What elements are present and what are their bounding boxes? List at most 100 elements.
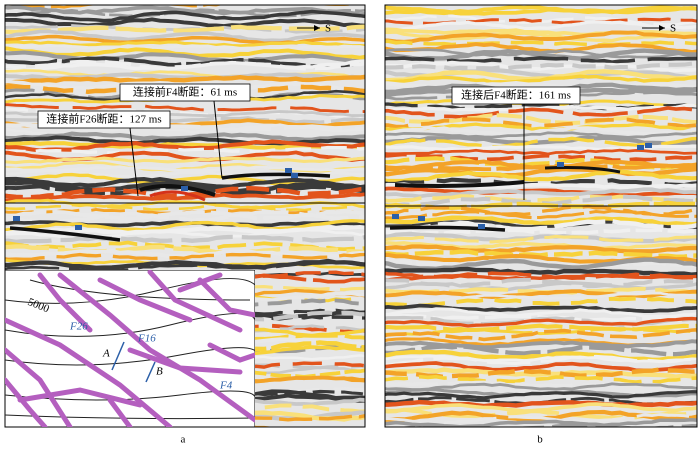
fault-label: F16 (137, 333, 156, 345)
direction-label: S (670, 23, 676, 35)
well-marker (13, 216, 20, 221)
well-marker (557, 162, 564, 167)
reflector (385, 273, 697, 282)
reflector (5, 50, 365, 64)
reflector (5, 44, 365, 51)
reflector (5, 161, 365, 173)
contour-line (5, 278, 255, 304)
fault-trace (127, 347, 243, 375)
callout-text: 连接后F4断距：161 ms (461, 88, 571, 102)
reflector (385, 106, 697, 119)
panel-label: a (181, 434, 186, 446)
reflector (385, 266, 697, 277)
reflector (5, 34, 365, 45)
reflector (385, 20, 697, 32)
reflector (385, 232, 697, 244)
reflector (385, 418, 697, 427)
reflector (385, 27, 697, 37)
reflector (385, 186, 697, 198)
reflector (5, 145, 365, 155)
reflector (385, 215, 697, 227)
reflector (5, 123, 365, 135)
well-marker (418, 216, 425, 221)
reflector (22, 5, 52, 7)
well-marker (291, 173, 298, 178)
reflector (385, 194, 697, 208)
point-label: A (102, 348, 110, 360)
reflector (385, 177, 697, 188)
fault-trace (37, 272, 93, 333)
panel-label: b (537, 434, 543, 446)
reflector (5, 234, 365, 245)
callout-leader (129, 127, 139, 197)
reflector (385, 135, 697, 147)
reflector (5, 219, 365, 232)
fault-trace (57, 272, 255, 423)
callout-text: 连接前F4断距：61 ms (133, 85, 237, 99)
reflector (385, 367, 697, 379)
reflector (385, 169, 697, 183)
reflector (385, 131, 697, 139)
profile-line (145, 361, 156, 383)
reflector (385, 380, 697, 389)
reflector (385, 307, 697, 319)
reflector (5, 258, 365, 270)
reflector (385, 74, 697, 85)
fault-label: F26 (69, 321, 88, 333)
reflector (5, 103, 365, 114)
reflector (385, 382, 697, 392)
panel-frame (384, 4, 698, 428)
reflector (385, 344, 697, 357)
reflector (385, 69, 697, 83)
profile-line (111, 341, 125, 371)
strong-reflector (149, 190, 206, 202)
inset-map (5, 270, 255, 427)
reflector (385, 296, 697, 308)
direction-arrow (659, 25, 665, 31)
reflector (5, 165, 365, 173)
reflector (385, 303, 697, 314)
reflector (385, 291, 697, 303)
reflector (5, 261, 365, 272)
reflector (5, 135, 365, 146)
reflector (385, 289, 697, 299)
reflector (5, 192, 365, 203)
well-marker (478, 224, 485, 229)
reflector (5, 198, 365, 210)
reflector (385, 374, 697, 384)
strong-reflector (9, 226, 121, 242)
direction-arrow (314, 25, 320, 31)
reflector (443, 5, 445, 6)
callout: 连接后F4断距：161 ms (451, 86, 581, 105)
strong-reflector (544, 166, 621, 174)
fault-trace (107, 397, 133, 427)
contour-line (5, 347, 255, 366)
fault-trace (147, 270, 243, 333)
reflector (385, 316, 697, 328)
direction-label: S (325, 23, 331, 35)
fault-trace (197, 277, 255, 318)
well-marker (392, 214, 399, 219)
callout: 连接前F26断距：127 ms (37, 110, 171, 129)
reflector (385, 323, 697, 333)
reflector (385, 61, 697, 71)
reflector (385, 281, 697, 292)
reflector (385, 117, 697, 129)
reflector (5, 24, 365, 35)
reflector (385, 218, 697, 234)
reflector (5, 9, 365, 23)
fault-trace (5, 317, 173, 427)
reflector (5, 244, 365, 255)
reflector (385, 30, 697, 44)
reflector (385, 354, 697, 364)
reflector (385, 6, 697, 16)
well-marker (181, 186, 188, 191)
callout-text: 连接前F26断距：127 ms (46, 112, 161, 126)
callout-leader (213, 100, 223, 179)
reflector (385, 390, 697, 400)
reflector (5, 69, 365, 80)
strong-reflector (389, 225, 506, 232)
well-marker (75, 225, 82, 230)
reflector (5, 74, 365, 85)
callout: 连接前F4断距：61 ms (119, 83, 251, 102)
